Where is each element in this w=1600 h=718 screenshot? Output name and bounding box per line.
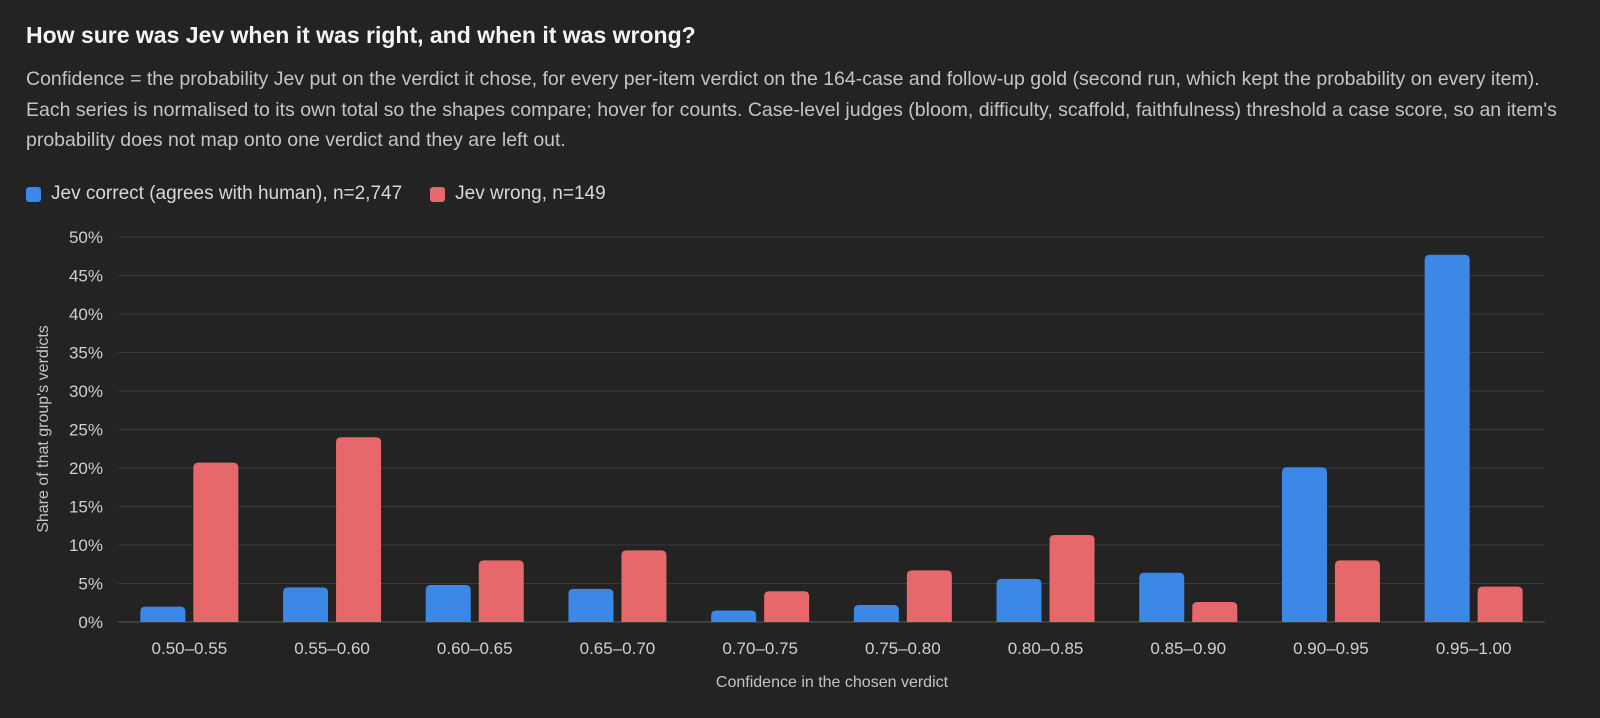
bar-correct[interactable] [711, 610, 757, 622]
legend-swatch-wrong [430, 186, 446, 202]
y-tick-label: 20% [69, 459, 103, 478]
x-tick-label: 0.60–0.65 [437, 639, 513, 658]
legend-label-correct: Jev correct (agrees with human), n=2,747 [51, 183, 403, 204]
x-tick-label: 0.50–0.55 [152, 639, 228, 658]
x-tick-label: 0.80–0.85 [1008, 639, 1084, 658]
y-tick-label: 15% [69, 498, 103, 517]
y-tick-label: 45% [69, 267, 103, 286]
chart-subtitle: Confidence = the probability Jev put on … [26, 68, 1557, 151]
bar-correct[interactable] [140, 606, 186, 622]
bar-correct[interactable] [853, 605, 899, 622]
x-axis-ticks: 0.50–0.55 0.55–0.60 0.60–0.65 0.65–0.70 0.70… [152, 639, 1512, 658]
gridlines [118, 236, 1545, 623]
y-tick-label: 35% [69, 344, 103, 363]
x-tick-label: 0.90–0.95 [1293, 639, 1369, 658]
x-axis-title: Confidence in the chosen verdict [716, 674, 949, 691]
bar-wrong[interactable] [336, 437, 382, 622]
bar-correct[interactable] [1424, 254, 1470, 622]
y-tick-label: 40% [69, 305, 103, 324]
bar-wrong[interactable] [193, 462, 239, 622]
bar-wrong[interactable] [621, 550, 667, 622]
x-tick-label: 0.65–0.70 [580, 639, 656, 658]
x-tick-label: 0.55–0.60 [294, 639, 370, 658]
y-tick-label: 5% [78, 575, 103, 594]
legend-item-correct[interactable]: Jev correct (agrees with human), n=2,747 [26, 183, 402, 205]
legend: Jev correct (agrees with human), n=2,747… [26, 183, 634, 205]
legend-item-wrong[interactable]: Jev wrong, n=149 [430, 183, 606, 205]
x-tick-label: 0.85–0.90 [1150, 639, 1226, 658]
bar-correct[interactable] [1139, 572, 1185, 622]
bar-wrong[interactable] [1192, 601, 1238, 622]
bars [140, 254, 1523, 622]
bar-wrong[interactable] [764, 591, 810, 622]
bar-wrong[interactable] [1334, 560, 1380, 622]
y-axis-title: Share of that group's verdicts [35, 325, 52, 533]
y-tick-label: 25% [69, 421, 103, 440]
bar-wrong[interactable] [1477, 586, 1523, 622]
y-tick-label: 10% [69, 536, 103, 555]
chart-title: How sure was Jev when it was right, and … [26, 22, 696, 48]
bar-wrong[interactable] [906, 570, 952, 622]
bar-correct[interactable] [1281, 467, 1327, 622]
y-axis-ticks: 0% 5% 10% 15% 20% 25% 30% 35% 40% 45% 50% [69, 228, 103, 632]
y-tick-label: 30% [69, 382, 103, 401]
x-tick-label: 0.95–1.00 [1436, 639, 1512, 658]
bar-correct[interactable] [283, 587, 329, 622]
x-tick-label: 0.75–0.80 [865, 639, 941, 658]
bar-correct[interactable] [425, 585, 471, 622]
bar-wrong[interactable] [478, 560, 524, 622]
legend-swatch-correct [26, 186, 41, 202]
legend-label-wrong: Jev wrong, n=149 [455, 183, 606, 204]
x-tick-label: 0.70–0.75 [722, 639, 798, 658]
y-tick-label: 0% [78, 613, 103, 632]
bar-correct[interactable] [996, 578, 1042, 622]
bar-wrong[interactable] [1049, 534, 1095, 622]
bar-correct[interactable] [568, 588, 614, 622]
y-tick-label: 50% [69, 228, 103, 247]
